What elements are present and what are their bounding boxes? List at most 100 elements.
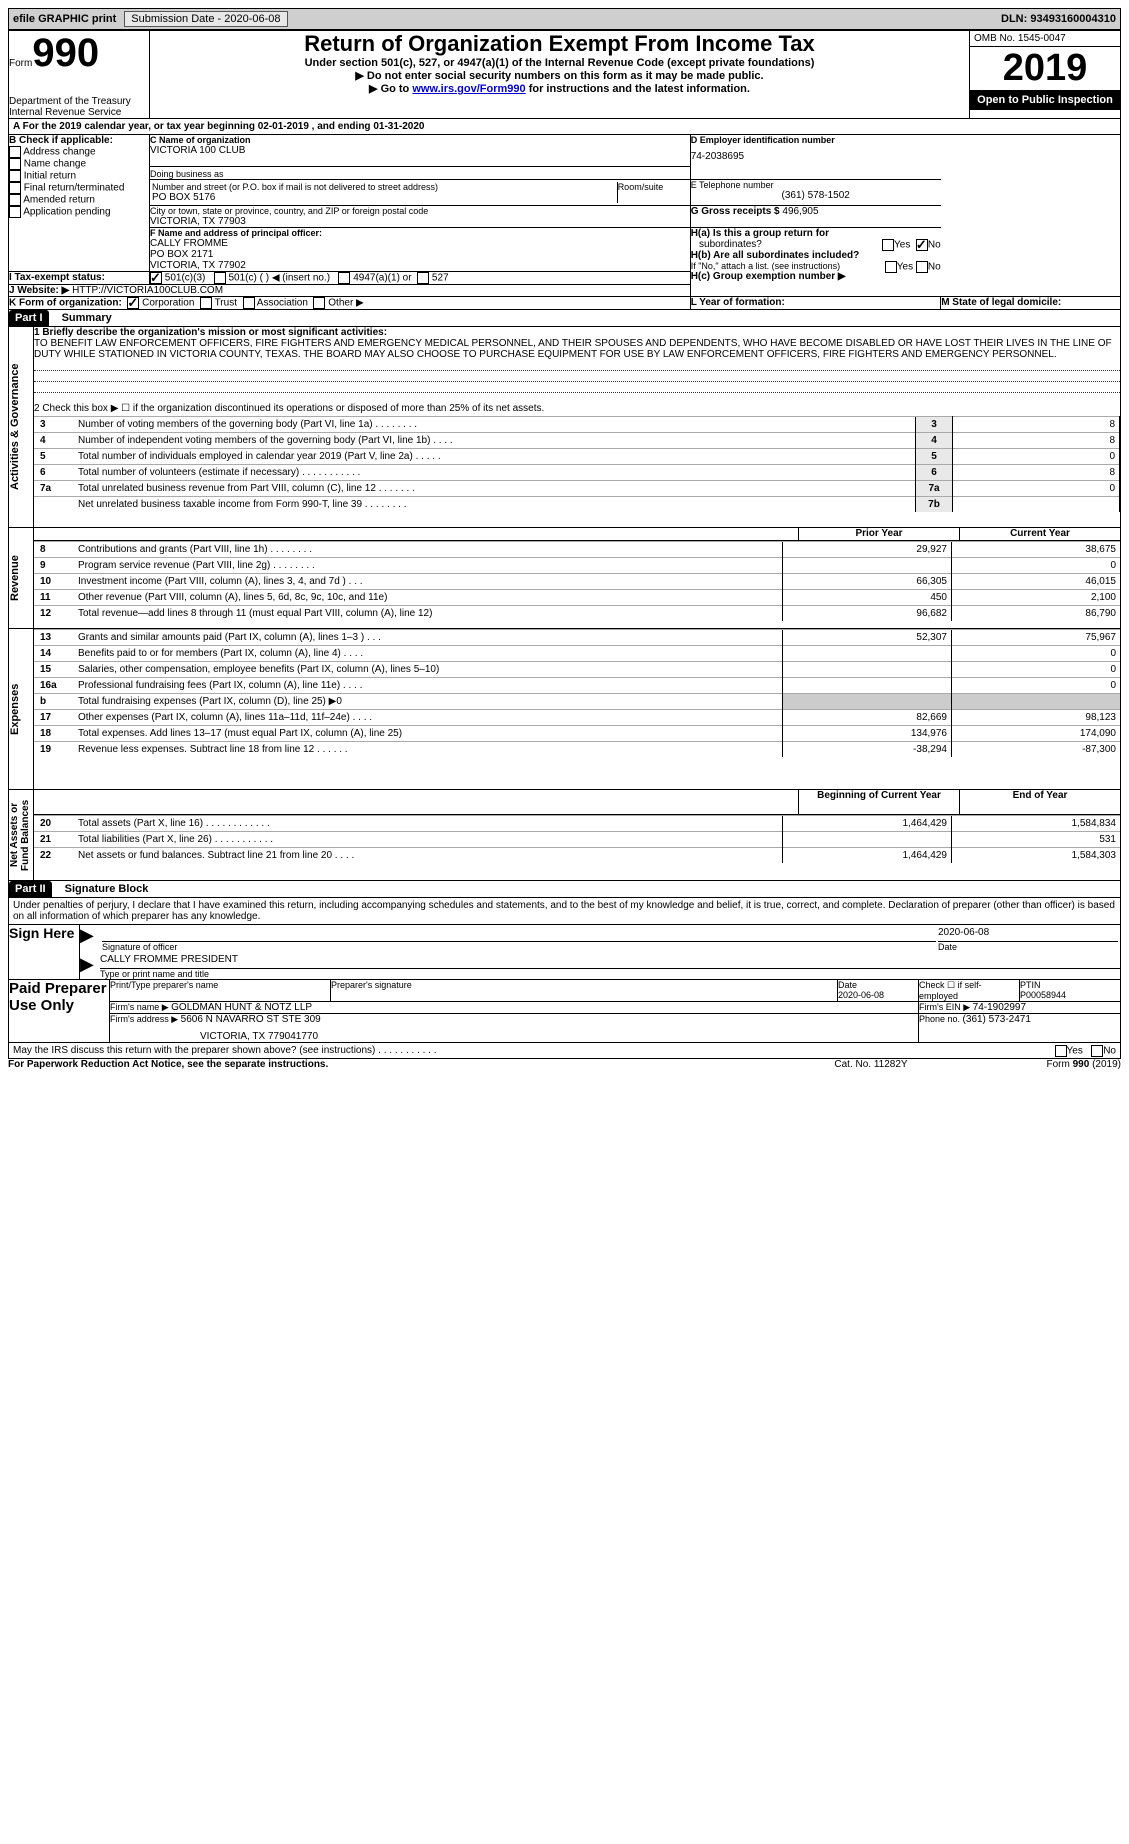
chk-initial-return[interactable]: Initial return xyxy=(9,170,149,182)
section-na: Net Assets or Fund Balances xyxy=(9,790,31,880)
chk-final-return[interactable]: Final return/terminated xyxy=(9,182,149,194)
part2-declaration: Under penalties of perjury, I declare th… xyxy=(8,897,1121,925)
summary-row: 15 Salaries, other compensation, employe… xyxy=(34,662,1120,678)
firm-ein: 74-1902997 xyxy=(973,1002,1026,1013)
col-begin: Beginning of Current Year xyxy=(799,790,960,815)
chk-assoc[interactable] xyxy=(243,297,255,309)
summary-row: 19 Revenue less expenses. Subtract line … xyxy=(34,742,1120,758)
section-exp: Expenses xyxy=(9,629,21,789)
officer-street: PO BOX 2171 xyxy=(150,249,690,260)
ptin-label: PTIN xyxy=(1020,980,1041,990)
chk-527[interactable] xyxy=(417,272,429,284)
firm-phone: (361) 573-2471 xyxy=(963,1014,1031,1025)
summary-row: 16a Professional fundraising fees (Part … xyxy=(34,678,1120,694)
section-ag: Activities & Governance xyxy=(9,327,21,527)
line1-text: TO BENEFIT LAW ENFORCEMENT OFFICERS, FIR… xyxy=(34,338,1120,360)
summary-row: 4 Number of independent voting members o… xyxy=(34,433,1120,449)
discuss-line: May the IRS discuss this return with the… xyxy=(8,1043,1121,1059)
chk-app-pending[interactable]: Application pending xyxy=(9,206,149,218)
omb-label: OMB No. 1545-0047 xyxy=(970,31,1120,47)
firm-addr1: 5606 N NAVARRO ST STE 309 xyxy=(181,1014,321,1025)
col-current: Current Year xyxy=(960,528,1121,541)
part2-header: Part II Signature Block xyxy=(8,881,1121,897)
org-name: VICTORIA 100 CLUB xyxy=(150,145,690,156)
summary-row: 22 Net assets or fund balances. Subtract… xyxy=(34,848,1120,864)
box-i: I Tax-exempt status: xyxy=(9,272,150,285)
box-j: J Website: ▶ HTTP://VICTORIA100CLUB.COM xyxy=(9,285,691,297)
summary-row: 7a Total unrelated business revenue from… xyxy=(34,481,1120,497)
sig-officer-label: Signature of officer xyxy=(102,942,936,952)
box-g: G Gross receipts $ 496,905 xyxy=(690,206,941,228)
hb-yes[interactable] xyxy=(885,261,897,273)
ppn-label: Print/Type preparer's name xyxy=(110,980,331,1002)
chk-trust[interactable] xyxy=(200,297,212,309)
chk-corp[interactable] xyxy=(127,297,139,309)
box-l: L Year of formation: xyxy=(690,297,941,310)
goto-post: for instructions and the latest informat… xyxy=(526,83,750,95)
summary-row: 18 Total expenses. Add lines 13–17 (must… xyxy=(34,726,1120,742)
summary-row: b Total fundraising expenses (Part IX, c… xyxy=(34,694,1120,710)
chk-501c[interactable] xyxy=(214,272,226,284)
ptin-value: P00058944 xyxy=(1020,990,1066,1000)
sign-here-block: Sign Here ▶ Signature of officer 2020-06… xyxy=(8,925,1121,980)
form-subtitle1: Under section 501(c), 527, or 4947(a)(1)… xyxy=(150,57,969,69)
psig-label: Preparer's signature xyxy=(331,980,838,1002)
firm-name-label: Firm's name ▶ xyxy=(110,1002,171,1012)
ha-no[interactable] xyxy=(916,239,928,251)
form-number: 990 xyxy=(32,31,99,75)
pdate-label: Date xyxy=(838,980,857,990)
hb-no[interactable] xyxy=(916,261,928,273)
open-inspection: Open to Public Inspection xyxy=(970,90,1120,110)
box-e-label: E Telephone number xyxy=(691,180,941,190)
summary-row: 3 Number of voting members of the govern… xyxy=(34,417,1120,433)
chk-501c3[interactable] xyxy=(150,272,162,284)
summary-row: Net unrelated business taxable income fr… xyxy=(34,497,1120,513)
discuss-yes[interactable] xyxy=(1055,1045,1067,1057)
box-f-label: F Name and address of principal officer: xyxy=(150,228,690,238)
period-line: A For the 2019 calendar year, or tax yea… xyxy=(8,119,1121,135)
irs-link[interactable]: www.irs.gov/Form990 xyxy=(412,83,525,95)
line2: 2 Check this box ▶ ☐ if the organization… xyxy=(34,403,1121,416)
part1-table: Activities & Governance 1 Briefly descri… xyxy=(8,326,1121,881)
submission-date-btn[interactable]: Submission Date - 2020-06-08 xyxy=(124,11,287,27)
discuss-no[interactable] xyxy=(1091,1045,1103,1057)
col-prior: Prior Year xyxy=(799,528,960,541)
phone-value: (361) 578-1502 xyxy=(691,190,941,201)
dept-label: Department of the Treasury Internal Reve… xyxy=(9,96,149,118)
pra-notice: For Paperwork Reduction Act Notice, see … xyxy=(8,1059,771,1070)
chk-amended-return[interactable]: Amended return xyxy=(9,194,149,206)
efile-label: efile GRAPHIC print xyxy=(13,13,116,25)
cat-no: Cat. No. 11282Y xyxy=(771,1059,971,1070)
sign-arrow-icon-2: ▶ xyxy=(80,954,101,980)
summary-row: 14 Benefits paid to or for members (Part… xyxy=(34,646,1120,662)
summary-row: 21 Total liabilities (Part X, line 26) .… xyxy=(34,832,1120,848)
ein-value: 74-2038695 xyxy=(691,151,941,162)
summary-row: 11 Other revenue (Part VIII, column (A),… xyxy=(34,590,1120,606)
box-k: K Form of organization: Corporation Trus… xyxy=(9,297,691,310)
sig-date-label: Date xyxy=(938,942,1118,952)
form-header: Form990 Department of the Treasury Inter… xyxy=(8,30,1121,119)
chk-address-change[interactable]: Address change xyxy=(9,146,149,158)
dln-label: DLN: 93493160004310 xyxy=(1001,13,1116,25)
ha-yes[interactable] xyxy=(882,239,894,251)
identity-grid: B Check if applicable: Address change Na… xyxy=(8,135,1121,310)
check-self[interactable]: Check ☐ if self-employed xyxy=(919,980,1020,1002)
summary-row: 13 Grants and similar amounts paid (Part… xyxy=(34,630,1120,646)
chk-other[interactable] xyxy=(313,297,325,309)
form-word: Form xyxy=(9,58,32,69)
box-hb: H(b) Are all subordinates included? Yes … xyxy=(691,250,941,261)
summary-row: 9 Program service revenue (Part VIII, li… xyxy=(34,558,1120,574)
sign-arrow-icon: ▶ xyxy=(80,925,101,954)
city-value: VICTORIA, TX 77903 xyxy=(150,216,690,227)
box-b-label: B Check if applicable: xyxy=(9,135,149,146)
summary-row: 5 Total number of individuals employed i… xyxy=(34,449,1120,465)
chk-4947[interactable] xyxy=(338,272,350,284)
type-name-label: Type or print name and title xyxy=(100,969,1120,979)
part1-header: Part I Summary xyxy=(8,310,1121,326)
pdate-value: 2020-06-08 xyxy=(838,990,884,1000)
officer-name: CALLY FROMME xyxy=(150,238,690,249)
summary-row: 8 Contributions and grants (Part VIII, l… xyxy=(34,542,1120,558)
summary-row: 20 Total assets (Part X, line 16) . . . … xyxy=(34,816,1120,832)
chk-name-change[interactable]: Name change xyxy=(9,158,149,170)
firm-phone-label: Phone no. xyxy=(919,1014,963,1024)
